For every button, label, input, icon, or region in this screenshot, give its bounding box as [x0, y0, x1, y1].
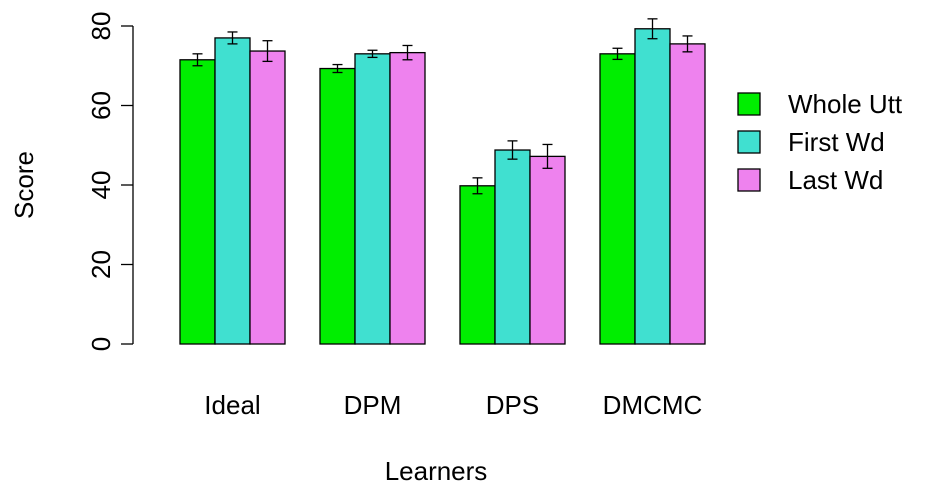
legend-item: Whole Utt — [737, 89, 903, 119]
y-tick-label: 20 — [86, 250, 116, 279]
error-bar — [612, 47, 623, 61]
bar — [494, 149, 531, 345]
x-axis-title: Learners — [385, 456, 488, 486]
error-bar — [262, 40, 273, 63]
y-tick-label: 80 — [86, 12, 116, 41]
y-tick-label: 0 — [86, 337, 116, 351]
bar — [669, 43, 706, 345]
bar-group — [319, 44, 426, 345]
bar-group — [599, 18, 706, 345]
legend-swatch — [737, 92, 761, 116]
x-tick-label: Ideal — [204, 390, 260, 420]
bar — [354, 53, 391, 345]
error-bar — [682, 35, 693, 53]
bar — [179, 59, 216, 345]
error-bar — [402, 44, 413, 61]
legend-swatch — [737, 130, 761, 154]
x-tick-label: DPS — [486, 390, 539, 420]
bar-group — [459, 140, 566, 345]
error-bar — [507, 140, 518, 160]
legend-swatch — [737, 168, 761, 192]
bar-group — [179, 31, 286, 345]
error-bar — [192, 53, 203, 67]
x-tick-label: DMCMC — [603, 390, 703, 420]
bar — [214, 37, 251, 345]
error-bar — [472, 177, 483, 195]
bar — [459, 185, 496, 345]
error-bar — [332, 63, 343, 74]
legend-item: Last Wd — [737, 165, 883, 195]
y-axis: 0 20 40 60 80 — [86, 12, 134, 351]
error-bar — [542, 143, 553, 169]
bar — [529, 155, 566, 345]
bar — [389, 51, 426, 345]
legend-label: Last Wd — [788, 165, 883, 195]
error-bar — [227, 31, 238, 45]
x-tick-label: DPM — [344, 390, 402, 420]
error-bar — [367, 49, 378, 59]
bar — [249, 50, 286, 345]
legend-item: First Wd — [737, 127, 885, 157]
legend-label: First Wd — [788, 127, 885, 157]
legend: Whole Utt First Wd Last Wd — [737, 89, 903, 195]
bar — [634, 28, 671, 345]
error-bar — [647, 18, 658, 40]
y-tick-label: 60 — [86, 91, 116, 120]
x-tick-labels: Ideal DPM DPS DMCMC — [204, 390, 702, 420]
bar — [599, 53, 636, 345]
bar-groups — [179, 18, 706, 345]
y-tick-label: 40 — [86, 171, 116, 200]
legend-label: Whole Utt — [788, 89, 903, 119]
bar — [319, 67, 356, 345]
y-axis-title: Score — [9, 151, 39, 219]
